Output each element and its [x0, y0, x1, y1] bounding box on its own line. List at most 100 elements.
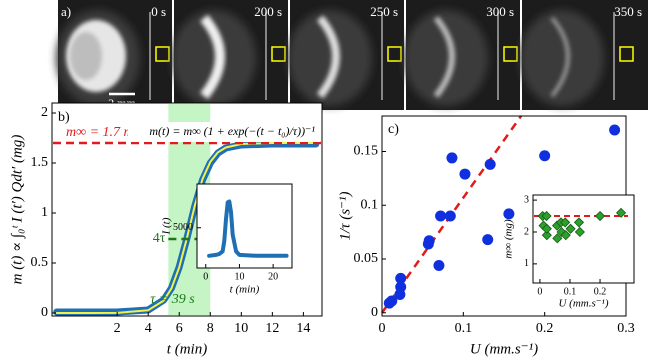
panel-label: b): [58, 110, 70, 125]
data-point: [552, 233, 563, 244]
data-point: [574, 226, 585, 238]
data-point: [541, 230, 552, 241]
fit-line: [380, 115, 523, 314]
frame-time: 350 s: [614, 4, 642, 19]
data-point: [433, 259, 445, 271]
y-axis-label: m (t) ∝ ∫₀ᵗ I (t′) Qdt′ (mg): [9, 135, 25, 285]
panel-b: m∞ = 1.7 mg 4τ τ = 39 s m(t) = m∞ (1 + exp(…: [9, 102, 323, 357]
photo-frame: 300 s: [404, 0, 520, 110]
data-point: [444, 210, 456, 222]
plot-area: [532, 194, 635, 284]
data-point: [560, 217, 571, 228]
y-tick-label: 0: [41, 305, 48, 320]
y-axis-label: 1/τ (s⁻¹): [337, 191, 353, 240]
data-point: [539, 150, 551, 162]
data-line: [55, 142, 317, 314]
data-point: [560, 230, 571, 241]
formula: m(t) = m∞ (1 + exp(−(t − t₀)/τ))⁻¹: [149, 124, 315, 138]
photo-frame: 200 s: [172, 0, 288, 110]
photo-frame: 250 s: [288, 0, 404, 110]
frame-time: 250 s: [370, 4, 398, 19]
y-tick-label: 2: [524, 226, 529, 237]
y-tick-label: 0: [371, 305, 378, 320]
x-tick-label: 6: [176, 321, 183, 336]
photo-frame: 350 s: [520, 0, 648, 110]
frame-time: 0 s: [151, 4, 166, 19]
plot-frame: [532, 194, 635, 284]
roi-box: [155, 46, 170, 62]
arc: [316, 15, 340, 99]
y-tick-label: 3: [524, 194, 529, 205]
arc: [433, 16, 455, 98]
x-tick-label: 8: [207, 321, 214, 336]
y-tick-label: 5000: [173, 222, 193, 233]
x-axis-label: t (min): [167, 341, 207, 357]
y-tick-label: 1.5: [31, 155, 49, 170]
bracket-label: 4τ: [153, 231, 166, 246]
data-point: [395, 272, 407, 284]
frame-time: 300 s: [486, 4, 514, 19]
x-tick-label: 10: [234, 271, 244, 282]
x-axis-label: U (mm.s⁻¹): [558, 298, 608, 310]
drop-core: [70, 32, 102, 80]
data-point: [423, 235, 435, 247]
panel-label: a): [61, 4, 71, 19]
y-tick-label: 0.15: [354, 144, 379, 159]
data-line: [207, 199, 289, 258]
x-tick-label: 2: [114, 321, 121, 336]
glow: [520, 10, 604, 106]
data-point: [459, 168, 471, 180]
arc: [200, 14, 225, 100]
roi-box: [387, 46, 402, 62]
data-point: [446, 152, 458, 164]
panel-c: c) 0 0.1 0.2 0.3 0 0.05 0.1 0.15 U (mm.s⁻¹) 1/τ (s…: [337, 115, 635, 357]
data-point: [616, 207, 627, 218]
panel-label: c): [388, 122, 399, 137]
data-point: [395, 281, 407, 293]
plot-frame: [196, 183, 293, 269]
x-tick-label: 10: [234, 321, 248, 336]
data-point: [386, 295, 398, 307]
x-tick-label: 0: [379, 321, 386, 336]
glow: [404, 10, 488, 106]
y-tick-label: 1: [41, 205, 48, 220]
x-tick-label: 0.3: [617, 321, 635, 336]
photo-frame: 0 s: [56, 0, 172, 110]
y-tick-label: 2: [41, 105, 48, 120]
data-point: [541, 223, 552, 234]
data-point: [573, 217, 585, 228]
y-tick-label: 1: [524, 258, 529, 269]
x-tick-label: 12: [265, 321, 279, 336]
data-point: [594, 210, 606, 222]
y-tick-label: 0.1: [361, 197, 379, 212]
frame-time: 200 s: [254, 4, 282, 19]
x-axis-label: t (min): [230, 284, 260, 296]
arc: [550, 16, 570, 98]
glow: [172, 10, 256, 106]
formula-bg: [128, 122, 320, 142]
roi-box: [503, 46, 518, 62]
data-point: [609, 124, 621, 136]
x-tick-label: 0.1: [564, 286, 577, 297]
x-tick-label: 20: [268, 271, 278, 282]
tau-label: τ = 39 s: [150, 292, 195, 307]
roi-box: [271, 46, 286, 62]
plot-frame: [51, 102, 323, 317]
data-point: [503, 208, 515, 220]
x-tick-label: 0: [537, 286, 542, 297]
x-tick-label: 0: [203, 271, 208, 282]
x-tick-label: 0.2: [594, 286, 607, 297]
data-point: [484, 158, 496, 170]
data-point: [565, 223, 576, 234]
data-point: [556, 226, 567, 238]
data-point: [541, 210, 552, 222]
y-axis-label: I (t): [161, 217, 173, 235]
roi-box: [619, 46, 634, 62]
glow: [288, 10, 372, 106]
data-point: [435, 210, 447, 222]
data-point: [482, 234, 494, 246]
x-tick-label: 0.1: [455, 321, 473, 336]
x-tick-label: 4: [145, 321, 152, 336]
